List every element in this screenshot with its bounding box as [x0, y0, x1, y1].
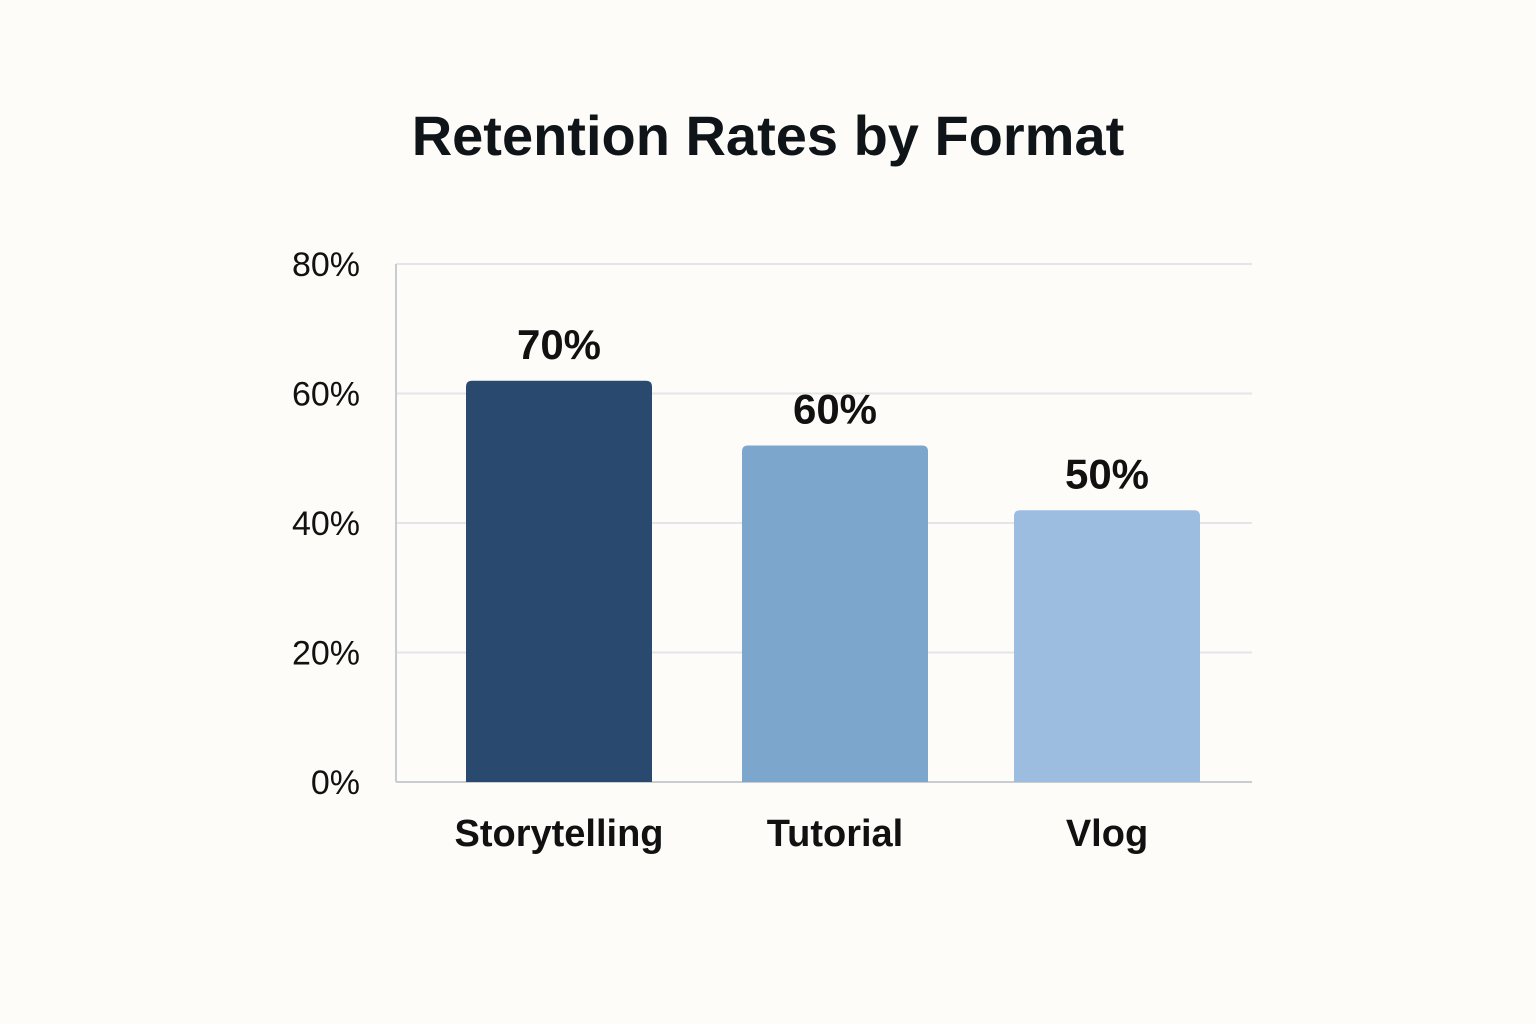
- y-tick-label: 20%: [292, 635, 360, 673]
- y-tick-label: 40%: [292, 505, 360, 543]
- bar-tutorial: [742, 445, 928, 782]
- y-tick-label: 0%: [311, 764, 360, 802]
- category-label-vlog: Vlog: [1066, 813, 1148, 855]
- category-label-tutorial: Tutorial: [767, 813, 904, 855]
- bar-vlog: [1014, 510, 1200, 782]
- bars: [466, 380, 1200, 782]
- y-tick-labels: 0% 20% 40% 60% 80%: [292, 246, 360, 802]
- category-labels: Storytelling Tutorial Vlog: [454, 813, 1148, 855]
- data-label-vlog: 50%: [1065, 450, 1149, 497]
- chart-title: Retention Rates by Format: [411, 104, 1125, 167]
- data-label-storytelling: 70%: [517, 321, 601, 368]
- category-label-storytelling: Storytelling: [454, 813, 663, 855]
- y-tick-label: 80%: [292, 246, 360, 284]
- y-tick-label: 60%: [292, 376, 360, 414]
- data-label-tutorial: 60%: [793, 386, 877, 433]
- bar-storytelling: [466, 380, 652, 782]
- data-labels: 70% 60% 50%: [517, 321, 1149, 498]
